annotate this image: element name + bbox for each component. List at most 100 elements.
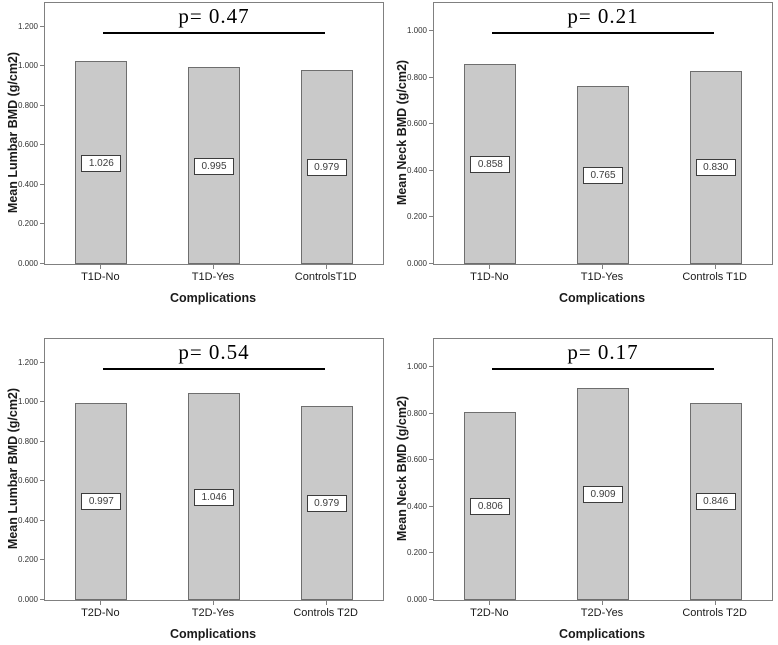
bar: 0.909 [577,388,629,600]
bar-value-label: 0.997 [81,493,122,511]
y-tick-label: 0.400 [406,501,427,511]
y-tick-mark [40,599,44,600]
y-tick-label: 1.200 [17,21,38,31]
y-tick-label: 0.200 [406,212,427,222]
category-label: ControlsT1D [294,271,357,283]
bar: 0.979 [300,70,353,264]
x-tick-mark [100,601,102,605]
bar: 0.806 [464,412,517,600]
p-value-label: p= 0.54 [178,340,250,364]
y-tick-label: 1.200 [17,357,38,367]
y-tick-mark [40,480,44,482]
bar-value-label: 0.846 [695,493,736,511]
bar: 1.046 [188,393,240,600]
y-tick-label: 0.600 [17,140,38,150]
category-label: Controls T2D [293,607,358,619]
y-tick-label: 1.000 [17,61,38,71]
y-tick-mark [429,505,433,507]
y-tick-label: 0.800 [17,100,38,110]
significance-line [103,32,325,34]
bar: 0.858 [464,64,517,264]
y-tick-mark [429,29,433,31]
x-tick-mark [325,601,327,605]
y-tick-label: 0.400 [406,165,427,175]
y-tick-mark [40,104,44,106]
y-tick-mark [40,223,44,225]
x-tick-mark [602,265,603,269]
y-tick-label: 0.200 [17,219,38,229]
y-tick-label: 1.000 [406,25,427,35]
y-tick-mark [429,365,433,367]
y-tick-mark [40,361,44,363]
chart-panel-top-right: Mean Neck BMD (g/cm2) p= 0.21 0.858 0.765… [389,0,778,322]
bar-value-label: 0.979 [306,495,347,513]
plot-area: p= 0.54 0.997 1.046 0.979 [44,338,384,601]
y-tick-mark [429,76,433,78]
y-tick-mark [429,216,433,218]
bar: 0.830 [689,70,742,264]
y-tick-mark [40,183,44,185]
y-tick-label: 0.000 [406,595,427,604]
x-tick-mark [489,265,491,269]
chart-panel-bottom-left: Mean Lumbar BMD (g/cm2) p= 0.54 0.997 1.0… [0,323,389,645]
y-tick-label: 0.600 [406,455,427,465]
y-tick-mark [429,263,433,264]
y-tick-mark [429,599,433,600]
category-label: T2D-Yes [191,607,235,619]
x-axis-label: Complications [169,291,257,305]
y-tick-mark [429,552,433,554]
category-label: T2D-No [470,607,509,619]
y-tick-label: 0.200 [406,548,427,558]
y-tick-mark [429,459,433,461]
x-axis-label: Complications [558,627,646,641]
chart-panel-top-left: Mean Lumbar BMD (g/cm2) p= 0.47 1.026 0.9… [0,0,389,322]
plot-area: p= 0.21 0.858 0.765 0.830 [433,2,773,265]
bar: 0.846 [689,402,742,600]
y-tick-mark [429,123,433,125]
p-value-label: p= 0.47 [178,4,250,28]
bar: 0.765 [577,85,629,264]
bar-value-label: 1.026 [81,154,122,172]
bar-value-label: 0.765 [583,166,623,184]
y-tick-label: 0.800 [406,72,427,82]
bar: 0.979 [300,406,353,600]
y-tick-label: 0.400 [17,179,38,189]
x-tick-mark [714,265,716,269]
y-tick-mark [40,144,44,146]
x-tick-mark [602,601,603,605]
category-label: Controls T1D [682,271,747,283]
plot-area: p= 0.17 0.806 0.909 0.846 [433,338,773,601]
x-axis-label: Complications [169,627,257,641]
bar-value-label: 0.995 [194,157,234,175]
bar-value-label: 1.046 [194,488,234,506]
y-tick-label: 0.000 [406,259,427,268]
x-tick-mark [213,265,214,269]
y-tick-mark [429,412,433,414]
x-axis-label: Complications [558,291,646,305]
x-tick-mark [100,265,102,269]
x-tick-mark [714,601,716,605]
y-tick-label: 0.800 [17,436,38,446]
y-tick-mark [40,65,44,67]
y-tick-mark [40,25,44,27]
significance-line [492,368,714,370]
bar-value-label: 0.858 [470,156,511,174]
category-label: Controls T2D [682,607,747,619]
bar: 1.026 [75,61,128,264]
y-tick-label: 1.000 [17,397,38,407]
y-tick-mark [40,559,44,561]
bar-value-label: 0.909 [583,486,623,504]
category-label: T2D-No [81,607,120,619]
y-tick-mark [40,263,44,264]
category-label: T1D-No [470,271,509,283]
y-tick-label: 0.800 [406,408,427,418]
y-tick-label: 0.000 [17,595,38,604]
bar-value-label: 0.979 [306,159,347,177]
bar: 0.997 [75,402,128,600]
x-tick-mark [489,601,491,605]
significance-line [492,32,714,34]
y-tick-mark [40,440,44,442]
y-tick-label: 0.600 [17,476,38,486]
p-value-label: p= 0.17 [567,340,639,364]
